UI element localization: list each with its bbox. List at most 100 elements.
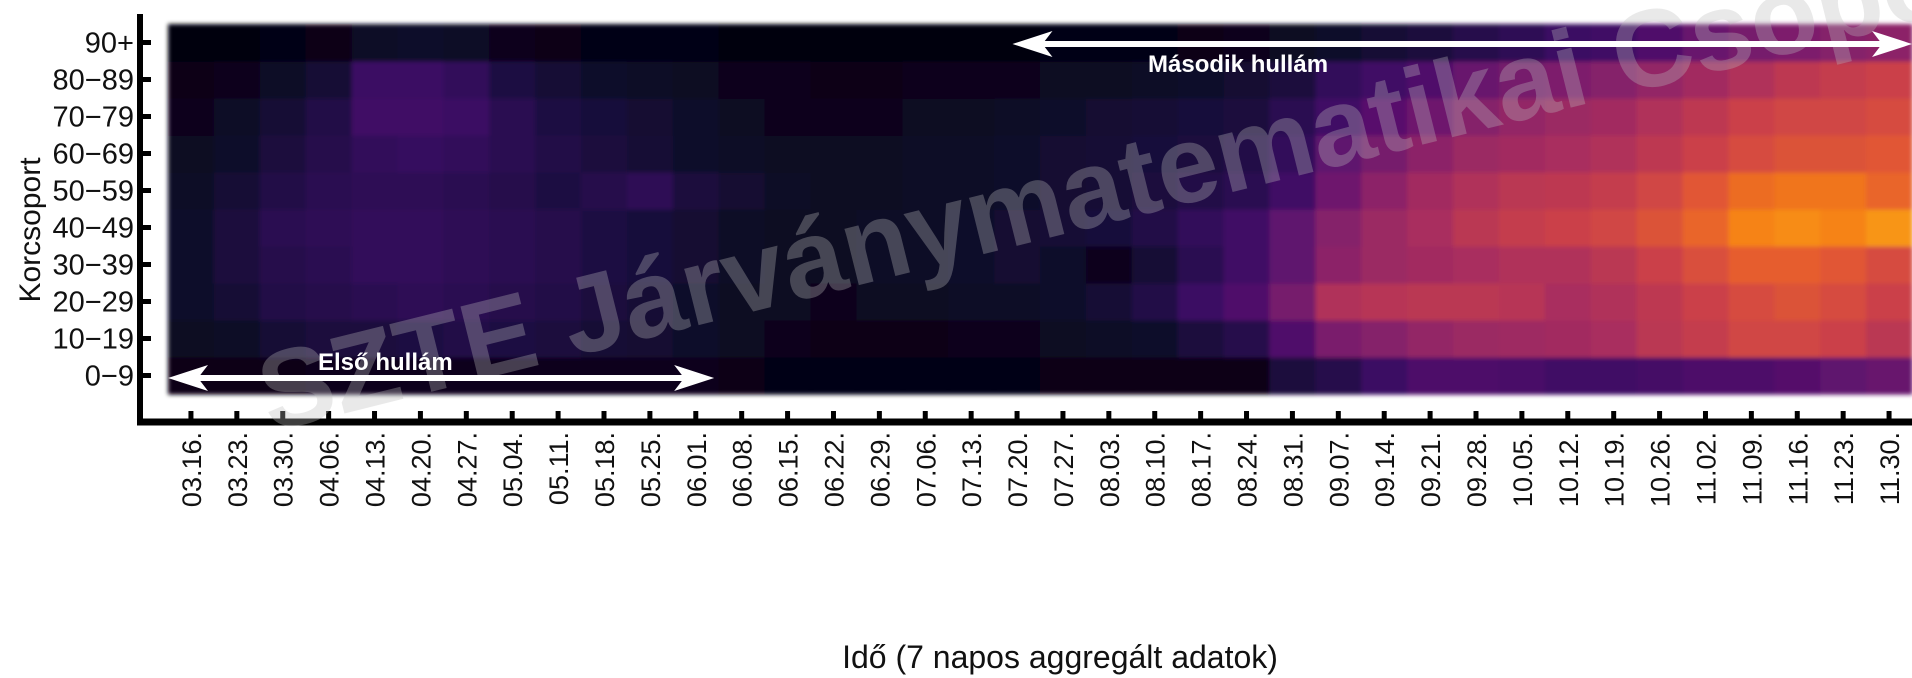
heatmap-cell <box>305 246 353 284</box>
heatmap-cell <box>902 135 949 173</box>
heatmap-cell <box>305 283 353 321</box>
heatmap-cell <box>1544 320 1592 358</box>
heatmap-cell <box>1269 357 1316 395</box>
heatmap-cell <box>305 209 353 247</box>
heatmap-cell <box>443 209 490 247</box>
heatmap-cell <box>994 357 1041 395</box>
heatmap-cell <box>1728 357 1775 395</box>
heatmap-cell <box>1636 135 1684 173</box>
heatmap-cell <box>994 209 1041 247</box>
heatmap-cell <box>1407 172 1454 210</box>
heatmap-cell <box>489 61 536 99</box>
heatmap-cell <box>1131 320 1179 358</box>
heatmap-cell <box>1315 246 1362 284</box>
heatmap-cell <box>810 172 858 210</box>
heatmap-cell <box>718 357 766 395</box>
heatmap-cell <box>994 246 1041 284</box>
heatmap-cell <box>1085 172 1133 210</box>
heatmap-cell <box>1407 61 1454 99</box>
heatmap-cell <box>718 98 766 136</box>
heatmap-cell <box>1498 172 1546 210</box>
heatmap-cell <box>856 246 903 284</box>
heatmap-cell <box>351 320 399 358</box>
heatmap-cell <box>305 98 353 136</box>
heatmap-cell <box>672 61 720 99</box>
heatmap-cell <box>581 24 628 62</box>
heatmap-cell <box>535 24 582 62</box>
heatmap-cell <box>581 246 628 284</box>
heatmap-cell <box>902 283 949 321</box>
x-tick-label: 06.29. <box>865 432 895 507</box>
x-tick-label: 11.02. <box>1692 432 1722 505</box>
heatmap-cell <box>1040 135 1087 173</box>
heatmap-cell <box>1590 246 1638 284</box>
heatmap-cell <box>397 283 444 321</box>
heatmap-cell <box>764 24 812 62</box>
heatmap-cell <box>1820 135 1867 173</box>
heatmap-cell <box>902 357 949 395</box>
heatmap-cell <box>1820 246 1867 284</box>
heatmap-cell <box>1682 98 1730 136</box>
heatmap-cell <box>810 283 858 321</box>
heatmap-cell <box>1728 209 1775 247</box>
heatmap-cell <box>810 98 858 136</box>
heatmap-cell <box>856 61 903 99</box>
x-tick-label: 09.21. <box>1416 432 1446 507</box>
heatmap-cell <box>902 61 949 99</box>
heatmap-cell <box>1866 135 1912 173</box>
heatmap-cell <box>1177 61 1225 99</box>
heatmap-cell <box>1636 283 1684 321</box>
heatmap-cell <box>1866 172 1912 210</box>
heatmap-cell <box>1820 61 1867 99</box>
heatmap-cell <box>1223 98 1271 136</box>
heatmap-cell <box>1453 209 1500 247</box>
heatmap-cell <box>1269 172 1316 210</box>
annotation-label: Első hullám <box>318 349 453 376</box>
heatmap-cell <box>1131 209 1179 247</box>
heatmap-cell <box>1498 357 1546 395</box>
heatmap-cell <box>1361 135 1408 173</box>
heatmap-cell <box>1131 172 1179 210</box>
heatmap-cell <box>351 172 399 210</box>
heatmap-cell <box>1269 61 1316 99</box>
heatmap-cell <box>1682 283 1730 321</box>
heatmap-cell <box>1866 209 1912 247</box>
heatmap-cell <box>259 209 307 247</box>
heatmap-cell <box>443 24 490 62</box>
heatmap-cell <box>856 172 903 210</box>
heatmap-cell <box>351 24 399 62</box>
heatmap-cell <box>1682 172 1730 210</box>
heatmap-cell <box>856 209 903 247</box>
heatmap-cell <box>1820 209 1867 247</box>
y-axis-ticks: 0−9 10−19 20−29 30−39 40−49 50−59 60−69 70−79 80… <box>53 28 151 393</box>
heatmap-cell <box>1407 135 1454 173</box>
heatmap-cell <box>994 283 1041 321</box>
x-tick-label: 08.24. <box>1233 432 1263 507</box>
heatmap-cell <box>1636 172 1684 210</box>
heatmap-cell <box>1177 283 1225 321</box>
heatmap-cell <box>489 135 536 173</box>
x-tick-label: 05.18. <box>590 432 620 507</box>
heatmap-cell <box>305 24 353 62</box>
heatmap-cell <box>1315 357 1362 395</box>
x-tick-label: 08.10. <box>1141 432 1171 507</box>
annotation-arrow: Második hullám <box>1012 31 1912 78</box>
heatmap-cell <box>948 24 995 62</box>
heatmap-cell <box>1177 357 1225 395</box>
heatmap-cell <box>1407 320 1454 358</box>
heatmap-cell <box>1866 61 1912 99</box>
heatmap-cell <box>1774 135 1821 173</box>
heatmap-cell <box>1590 172 1638 210</box>
heatmap-cell <box>1407 357 1454 395</box>
heatmap-cell <box>489 98 536 136</box>
y-tick-label: 50−59 <box>53 176 134 208</box>
heatmap-cell <box>443 135 490 173</box>
heatmap-cell <box>1498 61 1546 99</box>
heatmap-cell <box>764 320 812 358</box>
heatmap-cell <box>1131 135 1179 173</box>
heatmap-cell <box>1223 61 1271 99</box>
heatmap-cell <box>1820 172 1867 210</box>
heatmap-cell <box>1085 209 1133 247</box>
x-tick-label: 11.23. <box>1829 432 1859 505</box>
heatmap-cell <box>994 135 1041 173</box>
